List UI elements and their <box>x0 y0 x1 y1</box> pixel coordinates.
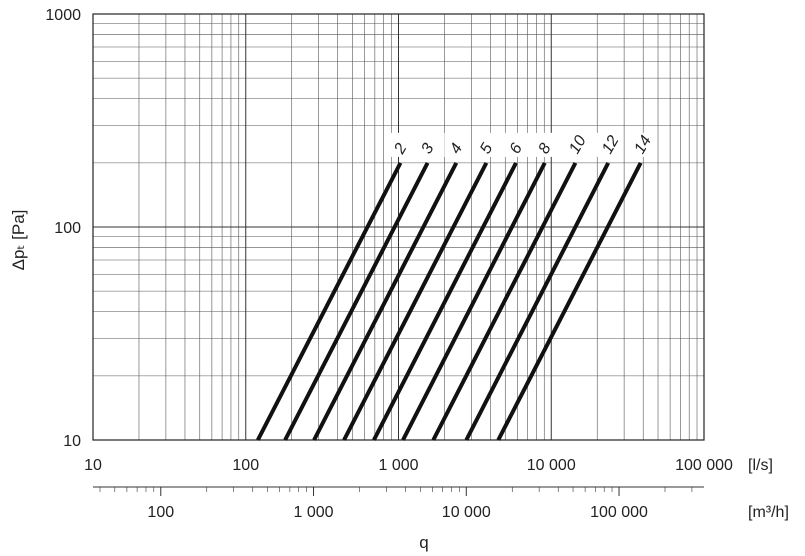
x-tick-label: 100 000 <box>675 457 733 474</box>
x-unit-primary: [l/s] <box>748 457 773 474</box>
x-tick-label: 100 <box>232 457 259 474</box>
series-label-bg-5 <box>474 132 501 157</box>
secondary-x-tick-label: 100 <box>147 504 174 521</box>
x-tick-label: 1 000 <box>378 457 418 474</box>
x-unit-secondary: [m³/h] <box>748 504 789 521</box>
x-tick-labels: 10 100 1 000 10 000 100 000 <box>84 457 733 474</box>
x-tick-label: 10 <box>84 457 102 474</box>
series-labels: 2 3 4 5 6 8 10 12 14 <box>388 133 655 158</box>
secondary-x-tick-label: 10 000 <box>442 504 491 521</box>
series-label-14: 14 <box>631 133 655 157</box>
series-line-3 <box>283 161 430 441</box>
series-line-10 <box>431 161 578 441</box>
secondary-x-tick-label: 100 000 <box>590 504 648 521</box>
series-label-bg-8 <box>532 132 559 157</box>
series-lines <box>256 161 643 441</box>
series-label-bg-6 <box>504 132 531 157</box>
secondary-x-tick-label: 1 000 <box>294 504 334 521</box>
y-tick-label: 10 <box>63 433 81 450</box>
series-label-bg-10 <box>563 132 590 157</box>
series-line-12 <box>464 161 610 441</box>
y-tick-labels: 10 100 1000 <box>45 7 81 450</box>
series-line-14 <box>496 161 643 441</box>
series-label-bg-4 <box>444 132 471 157</box>
series-label-bg-12 <box>596 132 623 157</box>
series-label-bg-2 <box>388 132 415 157</box>
series-label-bg-14 <box>628 132 655 157</box>
series-line-8 <box>401 161 547 441</box>
y-tick-label: 100 <box>54 220 81 237</box>
series-line-2 <box>256 161 403 441</box>
y-axis-title: Δpₜ [Pa] <box>9 210 28 271</box>
series-line-6 <box>372 161 518 441</box>
x-tick-label: 10 000 <box>527 457 576 474</box>
series-label-bg-3 <box>415 132 442 157</box>
y-tick-label: 1000 <box>45 7 81 24</box>
series-label-10: 10 <box>566 133 590 157</box>
secondary-x-axis: 100 1 000 10 000 100 000 <box>93 486 704 521</box>
plot-frame <box>92 13 705 441</box>
series-label-12: 12 <box>599 133 623 157</box>
x-axis-title: q <box>419 533 428 552</box>
series-line-4 <box>312 161 459 441</box>
series-line-5 <box>342 161 489 441</box>
